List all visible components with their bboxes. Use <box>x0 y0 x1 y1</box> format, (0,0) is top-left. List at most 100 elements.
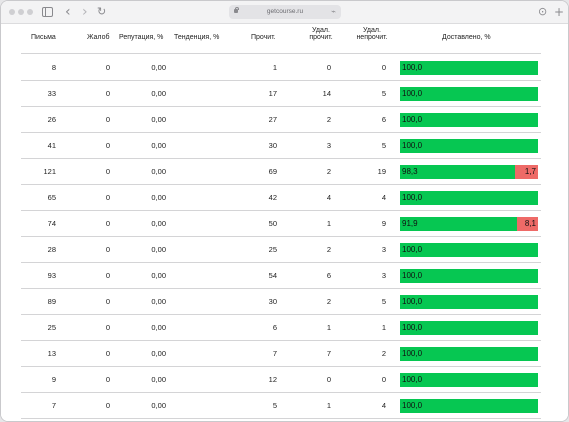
row-divider <box>21 80 541 81</box>
cell-read: 30 <box>268 141 277 150</box>
delivered-value: 100,0 <box>402 193 423 202</box>
close-window-button[interactable] <box>9 9 15 15</box>
header-delivered[interactable]: Доставлено, % <box>442 34 491 41</box>
delivered-value: 100,0 <box>402 63 423 72</box>
cell-read: 50 <box>268 219 277 228</box>
table-row[interactable]: 28 0 0,00 25 2 3 100,0 <box>1 237 568 263</box>
table-row[interactable]: 65 0 0,00 42 4 4 100,0 <box>1 185 568 211</box>
header-complaints[interactable]: Жалоб <box>87 34 110 41</box>
row-divider <box>21 418 541 419</box>
zoom-window-button[interactable] <box>27 9 33 15</box>
failed-segment: 1,7 <box>515 165 538 179</box>
delivered-value: 100,0 <box>402 115 423 124</box>
address-bar[interactable]: getcourse.ru ⌁ <box>229 5 341 19</box>
scrollbar[interactable] <box>562 24 568 421</box>
cell-complaints: 0 <box>105 193 110 202</box>
cell-deleted-unread: 5 <box>381 141 386 150</box>
header-reputation[interactable]: Репутация, % <box>119 34 164 41</box>
row-divider <box>21 340 541 341</box>
delivered-value: 100,0 <box>402 401 423 410</box>
cell-letters: 41 <box>47 141 56 150</box>
cell-deleted-read: 4 <box>326 193 331 202</box>
cell-deleted-unread: 3 <box>381 271 386 280</box>
cell-deleted-read: 1 <box>326 219 331 228</box>
cell-read: 54 <box>268 271 277 280</box>
row-divider <box>21 314 541 315</box>
back-icon[interactable]: ‹ <box>65 4 71 20</box>
cell-deleted-read: 2 <box>326 115 331 124</box>
delivered-bar: 100,0 <box>400 399 538 413</box>
cell-reputation: 0,00 <box>151 375 166 384</box>
forward-icon[interactable]: › <box>82 4 88 20</box>
cell-letters: 26 <box>47 115 56 124</box>
cell-letters: 7 <box>51 401 56 410</box>
minimize-window-button[interactable] <box>18 9 24 15</box>
cell-reputation: 0,00 <box>151 323 166 332</box>
cell-letters: 28 <box>47 245 56 254</box>
cell-letters: 93 <box>47 271 56 280</box>
delivered-segment: 100,0 <box>400 347 538 361</box>
table-row[interactable]: 25 0 0,00 6 1 1 100,0 <box>1 315 568 341</box>
cell-letters: 25 <box>47 323 56 332</box>
cell-deleted-read: 14 <box>322 89 331 98</box>
sidebar-icon[interactable] <box>42 7 53 17</box>
cell-reputation: 0,00 <box>151 349 166 358</box>
header-deleted-unread[interactable]: Удал. непрочит. <box>353 27 391 57</box>
delivered-bar: 91,9 8,1 <box>400 217 538 231</box>
table-row[interactable]: 89 0 0,00 30 2 5 100,0 <box>1 289 568 315</box>
table-row[interactable]: 7 0 0,00 5 1 4 100,0 <box>1 393 568 419</box>
cell-reputation: 0,00 <box>151 167 166 176</box>
delivered-segment: 100,0 <box>400 373 538 387</box>
table-row[interactable]: 26 0 0,00 27 2 6 100,0 <box>1 107 568 133</box>
cell-deleted-read: 2 <box>326 245 331 254</box>
cell-complaints: 0 <box>105 89 110 98</box>
table-row[interactable]: 33 0 0,00 17 14 5 100,0 <box>1 81 568 107</box>
failed-value: 1,7 <box>524 167 536 176</box>
table-row[interactable]: 9 0 0,00 12 0 0 100,0 <box>1 367 568 393</box>
delivered-value: 100,0 <box>402 141 423 150</box>
new-tab-icon[interactable]: + <box>554 5 565 19</box>
cell-deleted-read: 1 <box>326 401 331 410</box>
table-row[interactable]: 74 0 0,00 50 1 9 91,9 8,1 <box>1 211 568 237</box>
cell-complaints: 0 <box>105 245 110 254</box>
lock-icon <box>234 6 239 13</box>
failed-value: 8,1 <box>524 219 536 228</box>
delivered-segment: 98,3 <box>400 165 516 179</box>
delivered-value: 100,0 <box>402 297 423 306</box>
cell-read: 7 <box>272 349 277 358</box>
cell-read: 12 <box>268 375 277 384</box>
delivered-segment: 100,0 <box>400 191 538 205</box>
cell-complaints: 0 <box>105 63 110 72</box>
header-deleted-read[interactable]: Удал. прочит. <box>306 27 336 57</box>
table-row[interactable]: 8 0 0,00 1 0 0 100,0 <box>1 55 568 81</box>
cell-complaints: 0 <box>105 401 110 410</box>
link-icon[interactable]: ⌁ <box>331 7 336 16</box>
cell-deleted-read: 1 <box>326 323 331 332</box>
table-row[interactable]: 93 0 0,00 54 6 3 100,0 <box>1 263 568 289</box>
cell-read: 6 <box>272 323 277 332</box>
cell-complaints: 0 <box>105 167 110 176</box>
table-row[interactable]: 41 0 0,00 30 3 5 100,0 <box>1 133 568 159</box>
download-icon[interactable]: ⊙ <box>538 5 548 18</box>
cell-read: 1 <box>272 63 277 72</box>
cell-letters: 33 <box>47 89 56 98</box>
cell-letters: 121 <box>43 167 56 176</box>
cell-reputation: 0,00 <box>151 89 166 98</box>
row-divider <box>21 288 541 289</box>
cell-deleted-read: 2 <box>326 167 331 176</box>
row-divider <box>21 210 541 211</box>
header-read[interactable]: Прочит. <box>251 34 276 41</box>
table-row[interactable]: 121 0 0,00 69 2 19 98,3 1,7 <box>1 159 568 185</box>
header-letters[interactable]: Письма <box>31 34 56 41</box>
delivered-bar: 100,0 <box>400 243 538 257</box>
cell-complaints: 0 <box>105 323 110 332</box>
row-divider <box>21 262 541 263</box>
cell-complaints: 0 <box>105 349 110 358</box>
cell-letters: 8 <box>51 63 56 72</box>
browser-toolbar: ‹ › ↻ getcourse.ru ⌁ ⊙ + <box>1 1 568 24</box>
row-divider <box>21 158 541 159</box>
header-trend[interactable]: Тенденция, % <box>174 34 220 41</box>
table-row[interactable]: 13 0 0,00 7 7 2 100,0 <box>1 341 568 367</box>
cell-reputation: 0,00 <box>151 141 166 150</box>
reload-icon[interactable]: ↻ <box>97 5 107 18</box>
